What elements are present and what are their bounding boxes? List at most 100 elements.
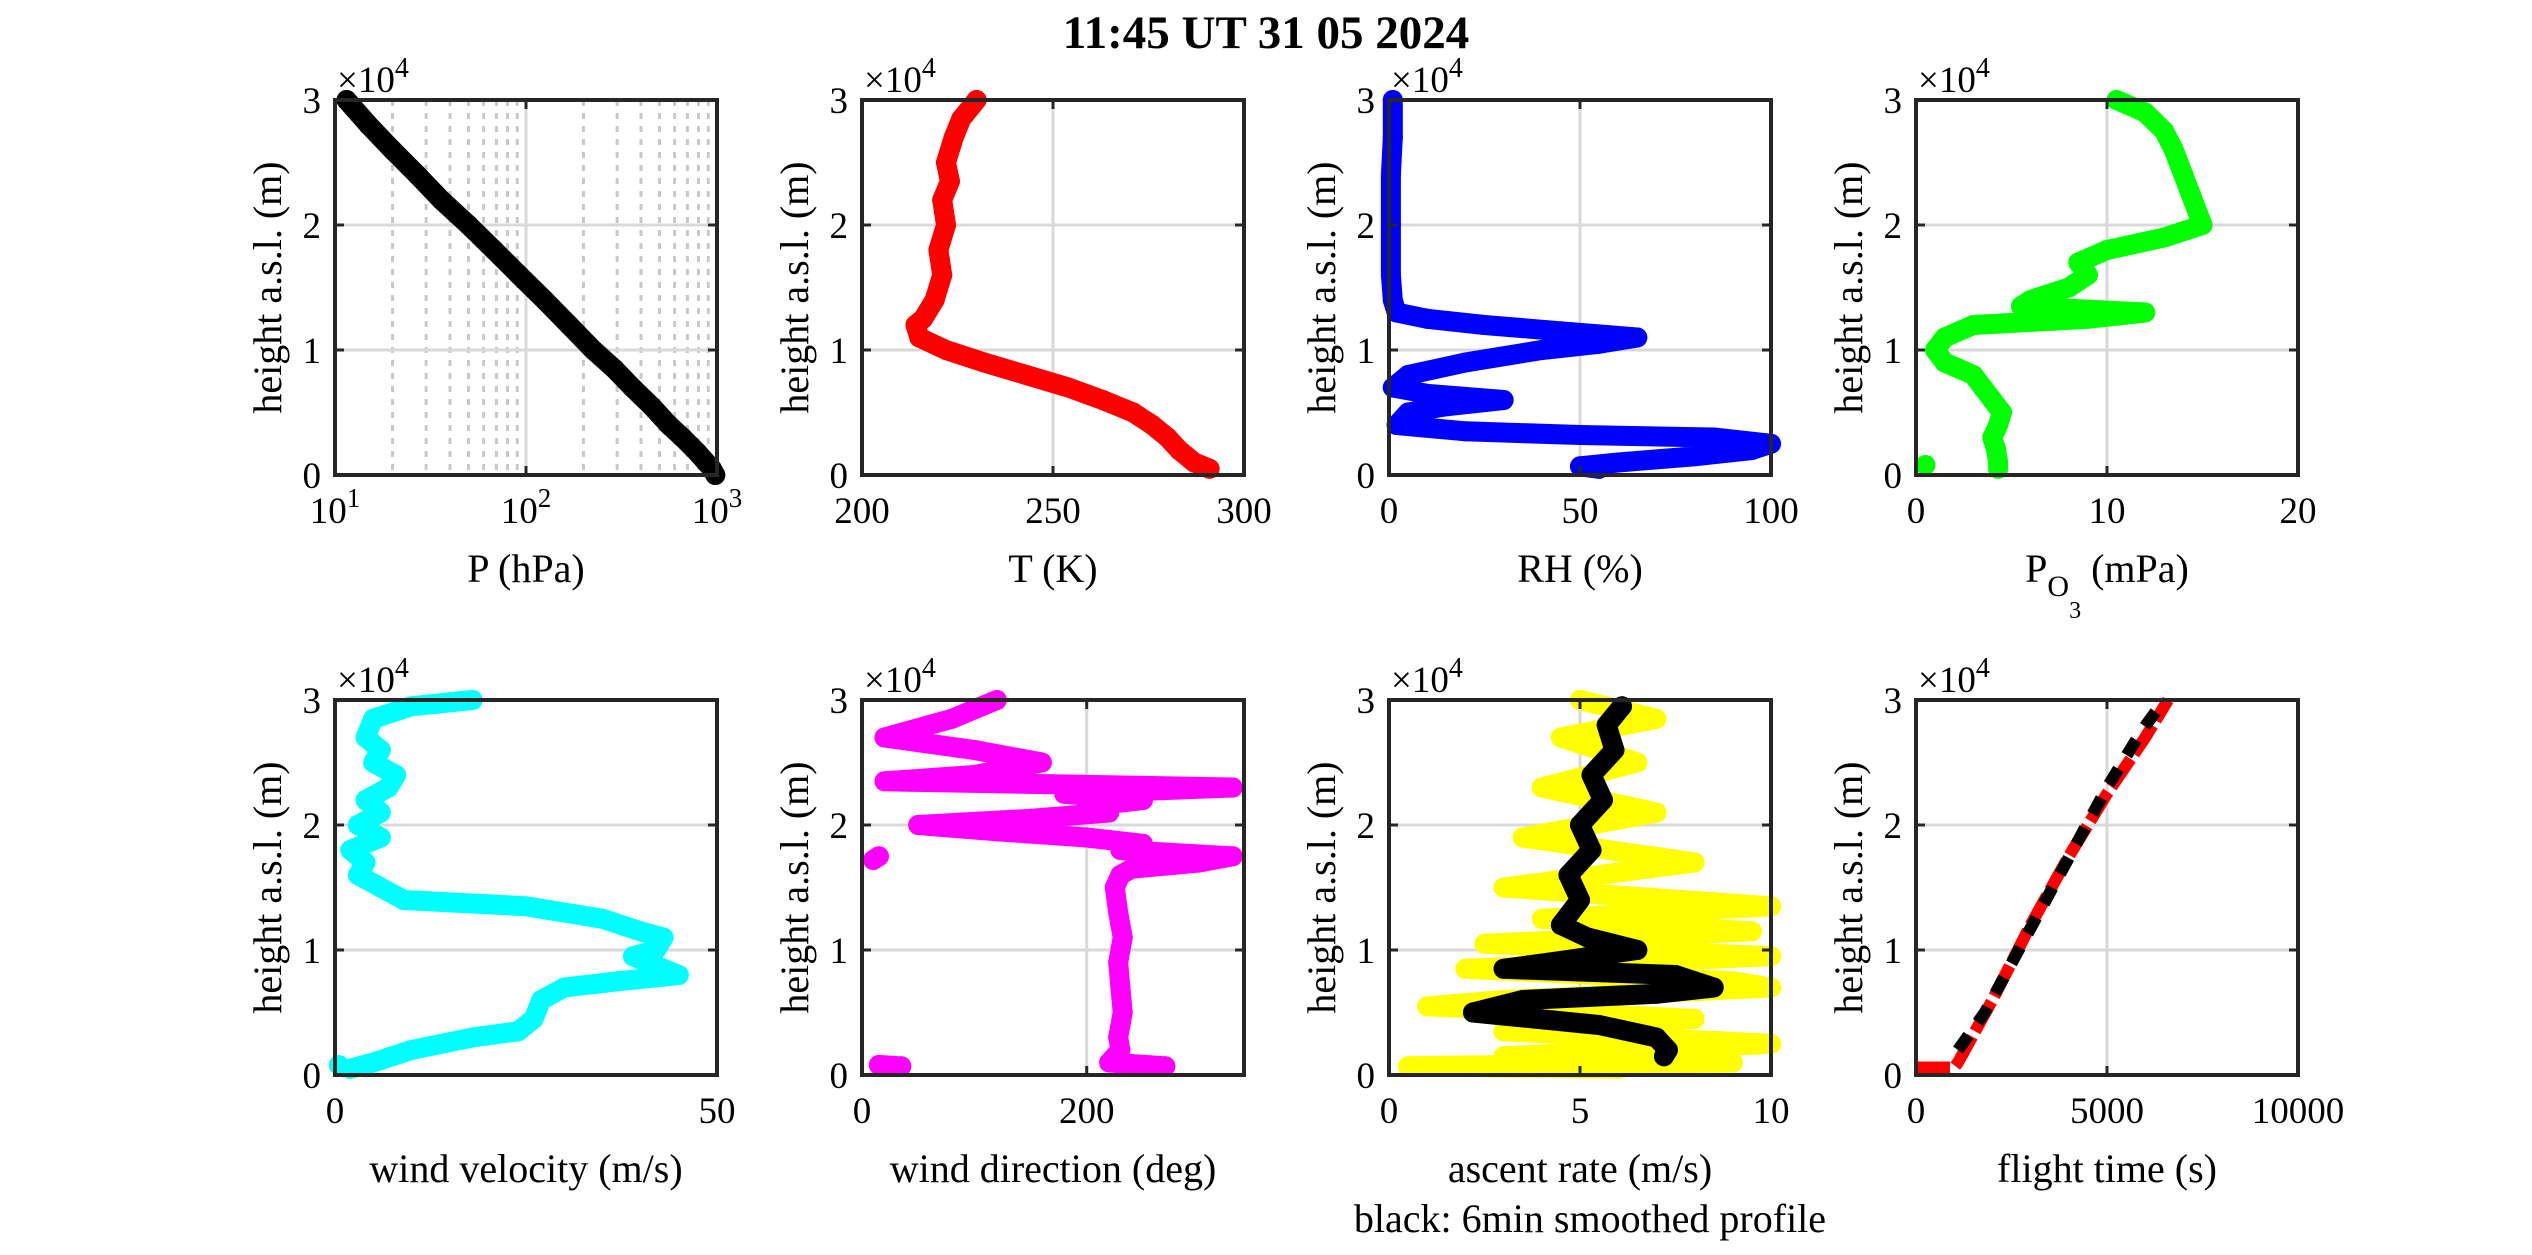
series-line [1916, 696, 2174, 1074]
data-point [1512, 990, 1533, 1010]
data-point [1604, 740, 1625, 760]
y-tick-label: 1 [1884, 931, 1903, 972]
x-axis-label: wind velocity (m/s) [369, 1146, 682, 1191]
data-point [1132, 833, 1153, 854]
y-tick-label: 3 [1357, 681, 1376, 722]
x-tick-label: 0 [1907, 1091, 1926, 1132]
y-tick-label: 1 [830, 931, 849, 972]
y-tick-label: 0 [830, 456, 849, 497]
data-point [1110, 840, 1131, 860]
data-point [1099, 802, 1120, 823]
y-multiplier: ×104 [1391, 53, 1463, 101]
data-point [622, 377, 643, 398]
data-point [1417, 383, 1438, 404]
data-point [363, 1052, 384, 1073]
data-point [604, 358, 625, 379]
data-point [964, 740, 985, 760]
x-axis-label: flight time (s) [1997, 1146, 2217, 1191]
data-point [1099, 1052, 1120, 1073]
data-point [1592, 790, 1613, 810]
data-point [509, 265, 530, 285]
x-tick-label: 200 [834, 491, 890, 532]
y-tick-label: 1 [1357, 931, 1376, 972]
data-point [974, 352, 995, 373]
series-group [905, 90, 1220, 479]
y-tick-label: 3 [1884, 681, 1903, 722]
figure-note: black: 6min smoothed profile [1354, 1196, 1826, 1241]
panel-0: 101 102 103 0 1 2 3 ×104 P (hPa) height a.s.l. (m… [245, 53, 742, 591]
axes-frame [860, 698, 1246, 1077]
y-tick-label: 0 [1357, 1056, 1376, 1097]
data-point [1123, 402, 1144, 423]
y-tick-label: 1 [303, 331, 322, 372]
data-point [1703, 977, 1724, 998]
data-point [2182, 190, 2203, 210]
data-point [347, 815, 368, 835]
data-point [407, 165, 428, 185]
x-tick-label: 300 [1216, 491, 1272, 532]
data-point [1417, 308, 1438, 329]
data-point [1550, 727, 1571, 748]
y-tick-label: 2 [1357, 206, 1376, 247]
data-point [874, 727, 895, 748]
data-point [1108, 952, 1129, 973]
data-point [370, 802, 391, 823]
data-point [363, 752, 384, 773]
data-point [1436, 396, 1457, 417]
x-tick-label: 100 [1743, 491, 1799, 532]
data-point [1570, 425, 1590, 445]
data-point [458, 215, 479, 235]
y-tick-label: 3 [303, 681, 322, 722]
y-multiplier: ×104 [337, 53, 409, 101]
data-point [2077, 308, 2098, 329]
data-point [1741, 921, 1762, 942]
data-point [340, 840, 361, 860]
data-point [1031, 752, 1052, 773]
data-point [2173, 165, 2194, 185]
data-point [986, 821, 1007, 842]
data-point [1646, 708, 1667, 729]
data-point [1054, 783, 1075, 804]
data-point [393, 890, 414, 910]
x-tick-label: 10000 [2252, 1091, 2345, 1132]
data-point [531, 990, 552, 1010]
y-tick-label: 0 [303, 1056, 322, 1097]
y-axis-label: height a.s.l. (m) [245, 161, 290, 413]
series-group [1915, 90, 2213, 479]
data-point [462, 1027, 483, 1048]
y-axis-label: height a.s.l. (m) [1299, 161, 1344, 413]
x-tick-label: 0 [1380, 491, 1399, 532]
data-point [1531, 908, 1552, 929]
panel-7: 0 5000 10000 0 1 2 3 ×104 flight time (s) height … [1826, 653, 2344, 1191]
data-point [1493, 1021, 1514, 1042]
data-point [939, 171, 960, 192]
panel-5: 0 200 0 1 2 3 ×104 wind direction (deg) height a… [772, 653, 1246, 1191]
data-point [1184, 452, 1205, 473]
data-point [1608, 452, 1629, 473]
data-point [1142, 415, 1163, 435]
x-axis-label: ascent rate (m/s) [1448, 1146, 1712, 1191]
data-point [1092, 390, 1113, 410]
y-tick-label: 0 [1357, 456, 1376, 497]
data-point [1741, 440, 1762, 460]
data-point [658, 415, 679, 435]
y-axis-label: height a.s.l. (m) [1299, 761, 1344, 1013]
data-point [1493, 1046, 1514, 1067]
x-tick-label: 0 [1380, 1091, 1399, 1132]
data-point [1398, 1056, 1419, 1077]
data-point [355, 727, 376, 748]
data-point [1493, 958, 1514, 979]
data-point [2011, 296, 2031, 317]
data-point [2154, 121, 2175, 142]
data-point [1386, 302, 1407, 323]
data-point [431, 190, 452, 210]
x-tick-label: 0 [326, 1091, 345, 1132]
data-point [2163, 140, 2184, 160]
data-point [1539, 952, 1560, 973]
data-point [924, 290, 945, 310]
plot-area [862, 700, 1244, 1075]
data-point [964, 765, 985, 785]
data-point [687, 442, 708, 463]
data-point [1110, 977, 1131, 998]
data-point [1589, 333, 1610, 354]
